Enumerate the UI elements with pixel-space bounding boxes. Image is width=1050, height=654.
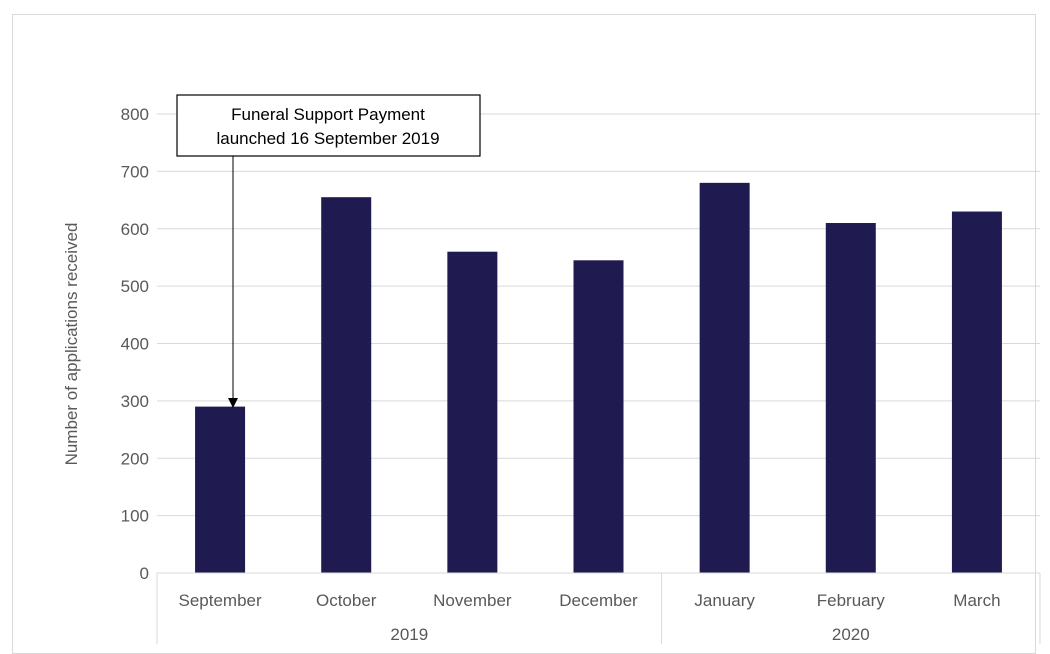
x-axis: September October November December January F… [156,572,1041,644]
bar-december [573,260,624,573]
y-tick-label: 500 [121,277,149,296]
y-tick-label: 800 [121,105,149,124]
bar-november [447,251,498,573]
x-tick-label: November [433,591,512,610]
x-group-label: 2020 [832,625,870,644]
annotation-arrowhead [228,398,238,408]
y-tick-label: 400 [121,335,149,354]
x-tick-label: October [316,591,377,610]
x-tick-label: December [559,591,638,610]
x-tick-label: March [953,591,1000,610]
x-group-label: 2019 [390,625,428,644]
annotation-line-1: Funeral Support Payment [231,105,425,124]
y-tick-label: 700 [121,162,149,181]
x-tick-label: January [694,591,755,610]
annotation-line-2: launched 16 September 2019 [216,129,439,148]
annotation: Funeral Support Payment launched 16 Sept… [176,94,481,408]
y-tick-label: 300 [121,392,149,411]
annotation-box [176,94,481,157]
y-tick-label: 200 [121,449,149,468]
x-tick-label: February [817,591,886,610]
y-tick-label: 0 [140,564,149,583]
bar-september [195,406,246,573]
bar-march [951,211,1002,573]
y-tick-label: 600 [121,220,149,239]
bar-october [321,197,372,573]
bar-january [699,182,750,573]
y-tick-label: 100 [121,507,149,526]
x-tick-label: September [178,591,261,610]
bar-february [825,223,876,573]
bars [195,182,1002,573]
y-axis-ticks: 0 100 200 300 400 500 600 700 800 [121,105,149,583]
y-axis-label: Number of applications received [62,223,81,466]
